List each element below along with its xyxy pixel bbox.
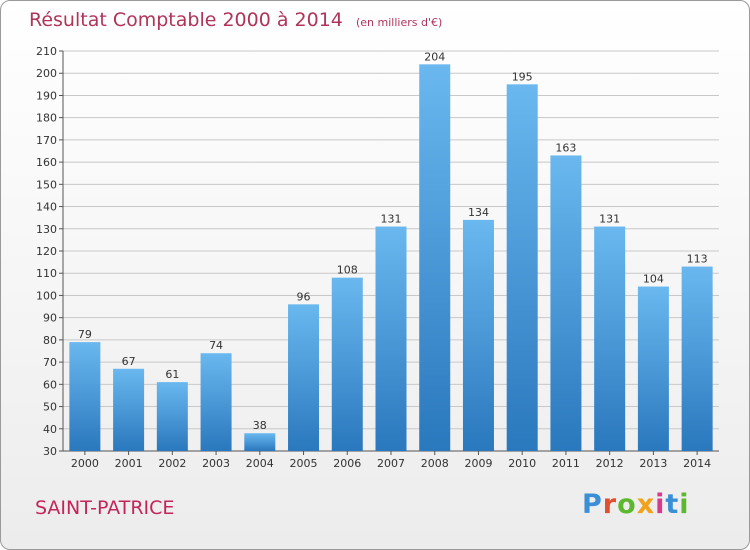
data-label: 131 [599, 213, 620, 226]
y-tick-label: 160 [36, 156, 57, 169]
y-tick-label: 70 [43, 356, 57, 369]
x-tick-label: 2013 [639, 457, 667, 470]
y-tick-label: 210 [36, 45, 57, 58]
bar [200, 353, 232, 451]
data-label: 74 [209, 339, 223, 352]
y-tick-label: 50 [43, 401, 57, 414]
bar [506, 84, 538, 451]
proxiti-logo: Proxiti [582, 489, 690, 520]
y-tick-label: 200 [36, 67, 57, 80]
data-label: 79 [78, 328, 92, 341]
x-tick-label: 2001 [115, 457, 143, 470]
data-label: 195 [512, 70, 533, 83]
chart-unit: (en milliers d'€) [355, 16, 443, 29]
x-tick-label: 2008 [421, 457, 449, 470]
logo-letter: t [665, 489, 680, 520]
y-tick-label: 80 [43, 334, 57, 347]
bar [550, 155, 582, 451]
data-label: 204 [424, 50, 445, 63]
data-label: 96 [297, 290, 311, 303]
bar [331, 277, 363, 451]
data-label: 113 [687, 253, 708, 266]
y-tick-label: 190 [36, 89, 57, 102]
y-tick-label: 170 [36, 134, 57, 147]
logo-letter: o [617, 489, 637, 520]
data-label: 108 [337, 264, 358, 277]
y-tick-label: 110 [36, 267, 57, 280]
y-tick-label: 180 [36, 112, 57, 125]
bar [637, 286, 669, 451]
chart-title: Résultat Comptable 2000 à 2014 (en milli… [29, 9, 442, 31]
bar [681, 266, 713, 451]
x-tick-label: 2009 [464, 457, 492, 470]
x-tick-label: 2007 [377, 457, 405, 470]
y-tick-label: 130 [36, 223, 57, 236]
bar [375, 226, 407, 451]
y-tick-label: 140 [36, 201, 57, 214]
data-label: 61 [165, 368, 179, 381]
y-tick-label: 120 [36, 245, 57, 258]
logo-letter: i [655, 489, 666, 520]
y-tick-label: 30 [43, 445, 57, 458]
x-tick-label: 2014 [683, 457, 711, 470]
logo-letter: P [582, 489, 603, 520]
bar [156, 382, 188, 451]
x-tick-label: 2010 [508, 457, 536, 470]
data-label: 131 [381, 213, 402, 226]
bar [594, 226, 626, 451]
x-tick-label: 2003 [202, 457, 230, 470]
logo-letter: r [602, 489, 618, 520]
x-tick-label: 2004 [246, 457, 274, 470]
bar [113, 368, 145, 451]
chart-title-text: Résultat Comptable 2000 à 2014 [29, 9, 343, 31]
x-tick-label: 2011 [552, 457, 580, 470]
x-tick-label: 2000 [71, 457, 99, 470]
logo-letter: x [636, 489, 656, 520]
y-tick-label: 90 [43, 312, 57, 325]
x-tick-label: 2012 [596, 457, 624, 470]
bar [244, 433, 276, 451]
x-tick-label: 2006 [333, 457, 361, 470]
y-tick-label: 40 [43, 423, 57, 436]
x-tick-label: 2002 [158, 457, 186, 470]
bar [69, 342, 101, 451]
commune-name: SAINT-PATRICE [35, 497, 175, 519]
data-label: 38 [253, 419, 267, 432]
y-tick-label: 100 [36, 289, 57, 302]
bar [419, 64, 451, 452]
y-tick-label: 60 [43, 378, 57, 391]
data-label: 104 [643, 273, 664, 286]
logo-letter: i [679, 489, 690, 520]
y-tick-label: 150 [36, 178, 57, 191]
data-label: 163 [555, 141, 576, 154]
data-label: 67 [122, 355, 136, 368]
bar [462, 219, 494, 451]
bar [288, 304, 320, 451]
x-tick-label: 2005 [290, 457, 318, 470]
data-label: 134 [468, 206, 489, 219]
